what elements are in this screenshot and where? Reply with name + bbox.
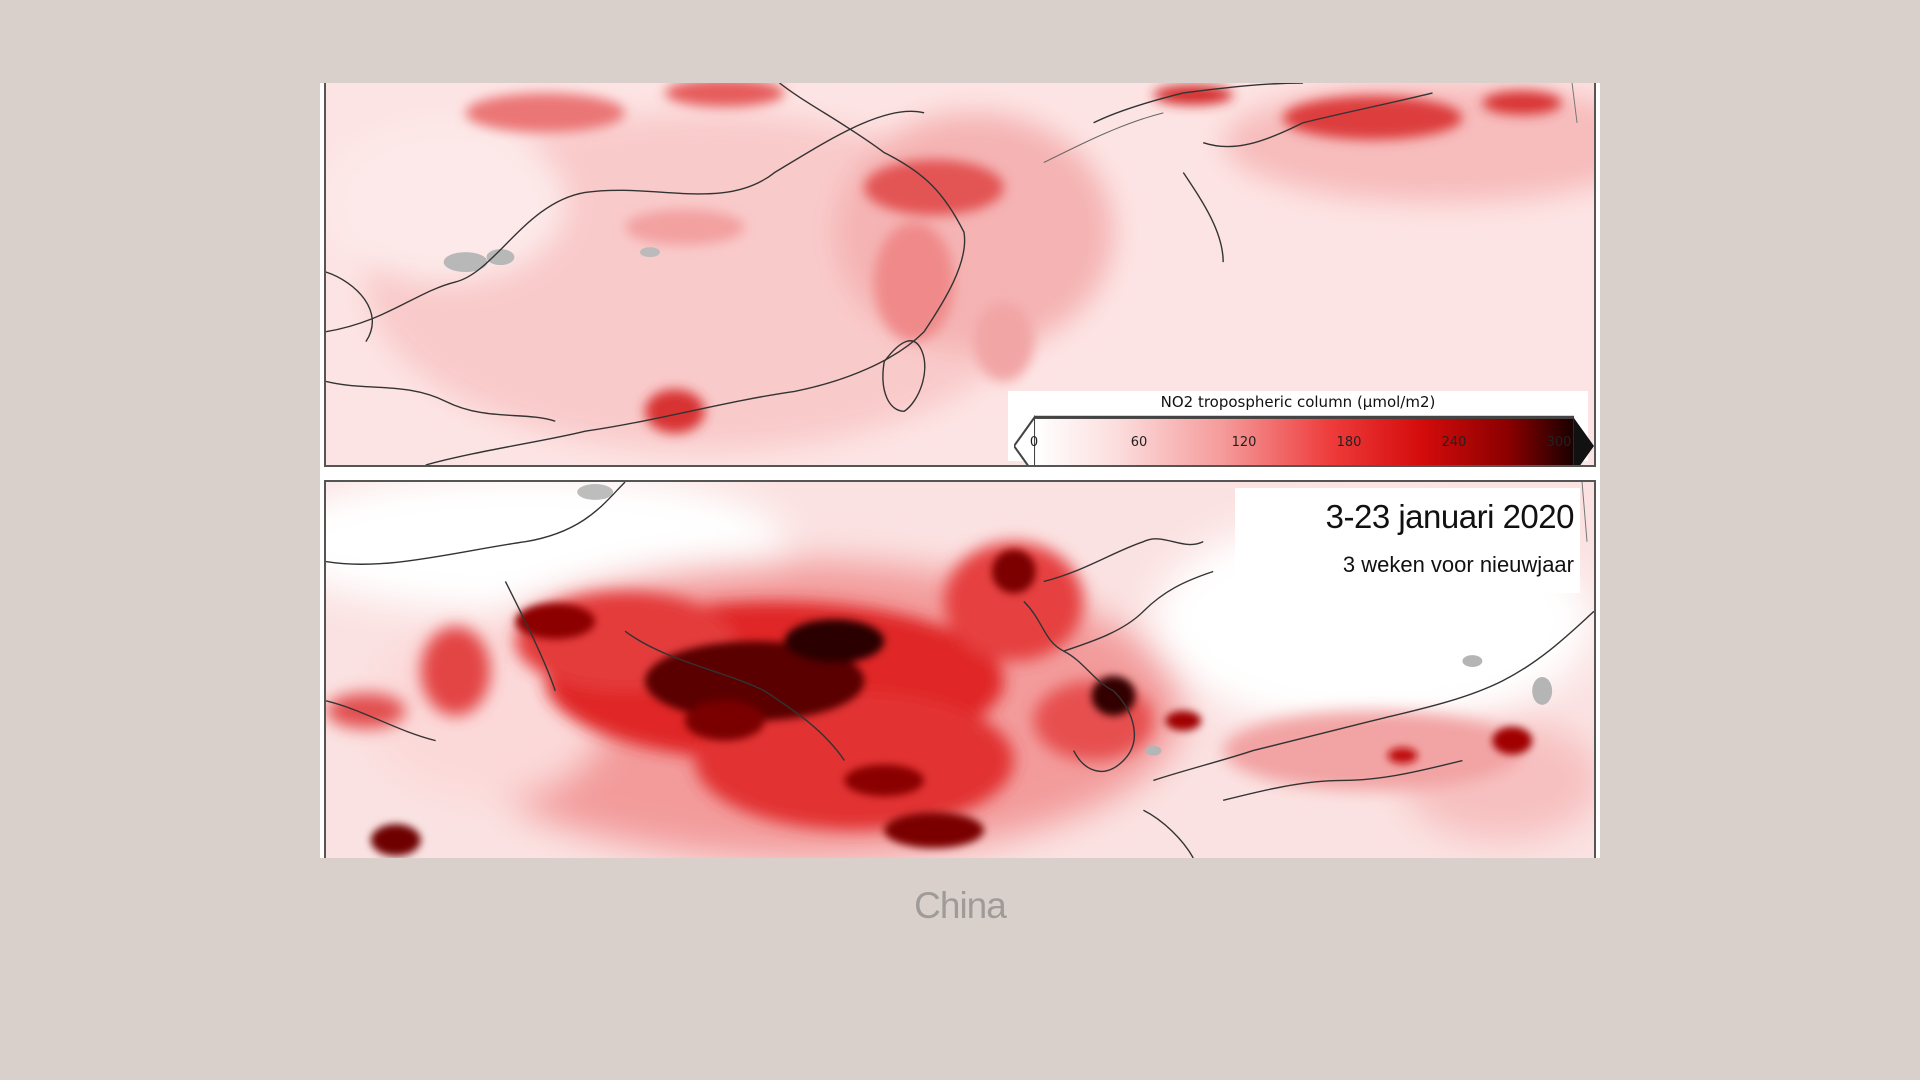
period-label-box: 3-23 januari 2020 3 weken voor nieuwjaar [1235, 488, 1580, 593]
colorbar-title: NO2 tropospheric column (μmol/m2) [1160, 393, 1436, 411]
no2-map-top [326, 83, 1594, 465]
colorbar-tick-label: 60 [1130, 435, 1148, 450]
period-subtitle: 3 weken voor nieuwjaar [1342, 552, 1574, 577]
colorbar-tick-label: 120 [1231, 435, 1257, 450]
colorbar-tick-label: 300 [1546, 435, 1572, 450]
map-panel-top: NO2 tropospheric column (μmol/m2) [324, 83, 1596, 467]
colorbar-gradient [1014, 414, 1594, 465]
colorbar-tick-label: 180 [1336, 435, 1362, 450]
colorbar-tick-label: 240 [1441, 435, 1467, 450]
colorbar-legend: NO2 tropospheric column (μmol/m2) [1008, 391, 1594, 465]
no2-map-bottom [326, 482, 1594, 858]
map-panel-bottom: 3-23 januari 2020 3 weken voor nieuwjaar [324, 480, 1596, 858]
no2-map-figure: NO2 tropospheric column (μmol/m2) [320, 83, 1600, 858]
colorbar-ticks: 0 60 120 180 240 300 [1008, 435, 1588, 455]
colorbar-tick-label: 0 [1029, 435, 1039, 450]
colorbar-max-arrow [1573, 417, 1594, 465]
figure-caption: China [914, 885, 1007, 926]
period-title: 3-23 januari 2020 [1325, 498, 1575, 535]
